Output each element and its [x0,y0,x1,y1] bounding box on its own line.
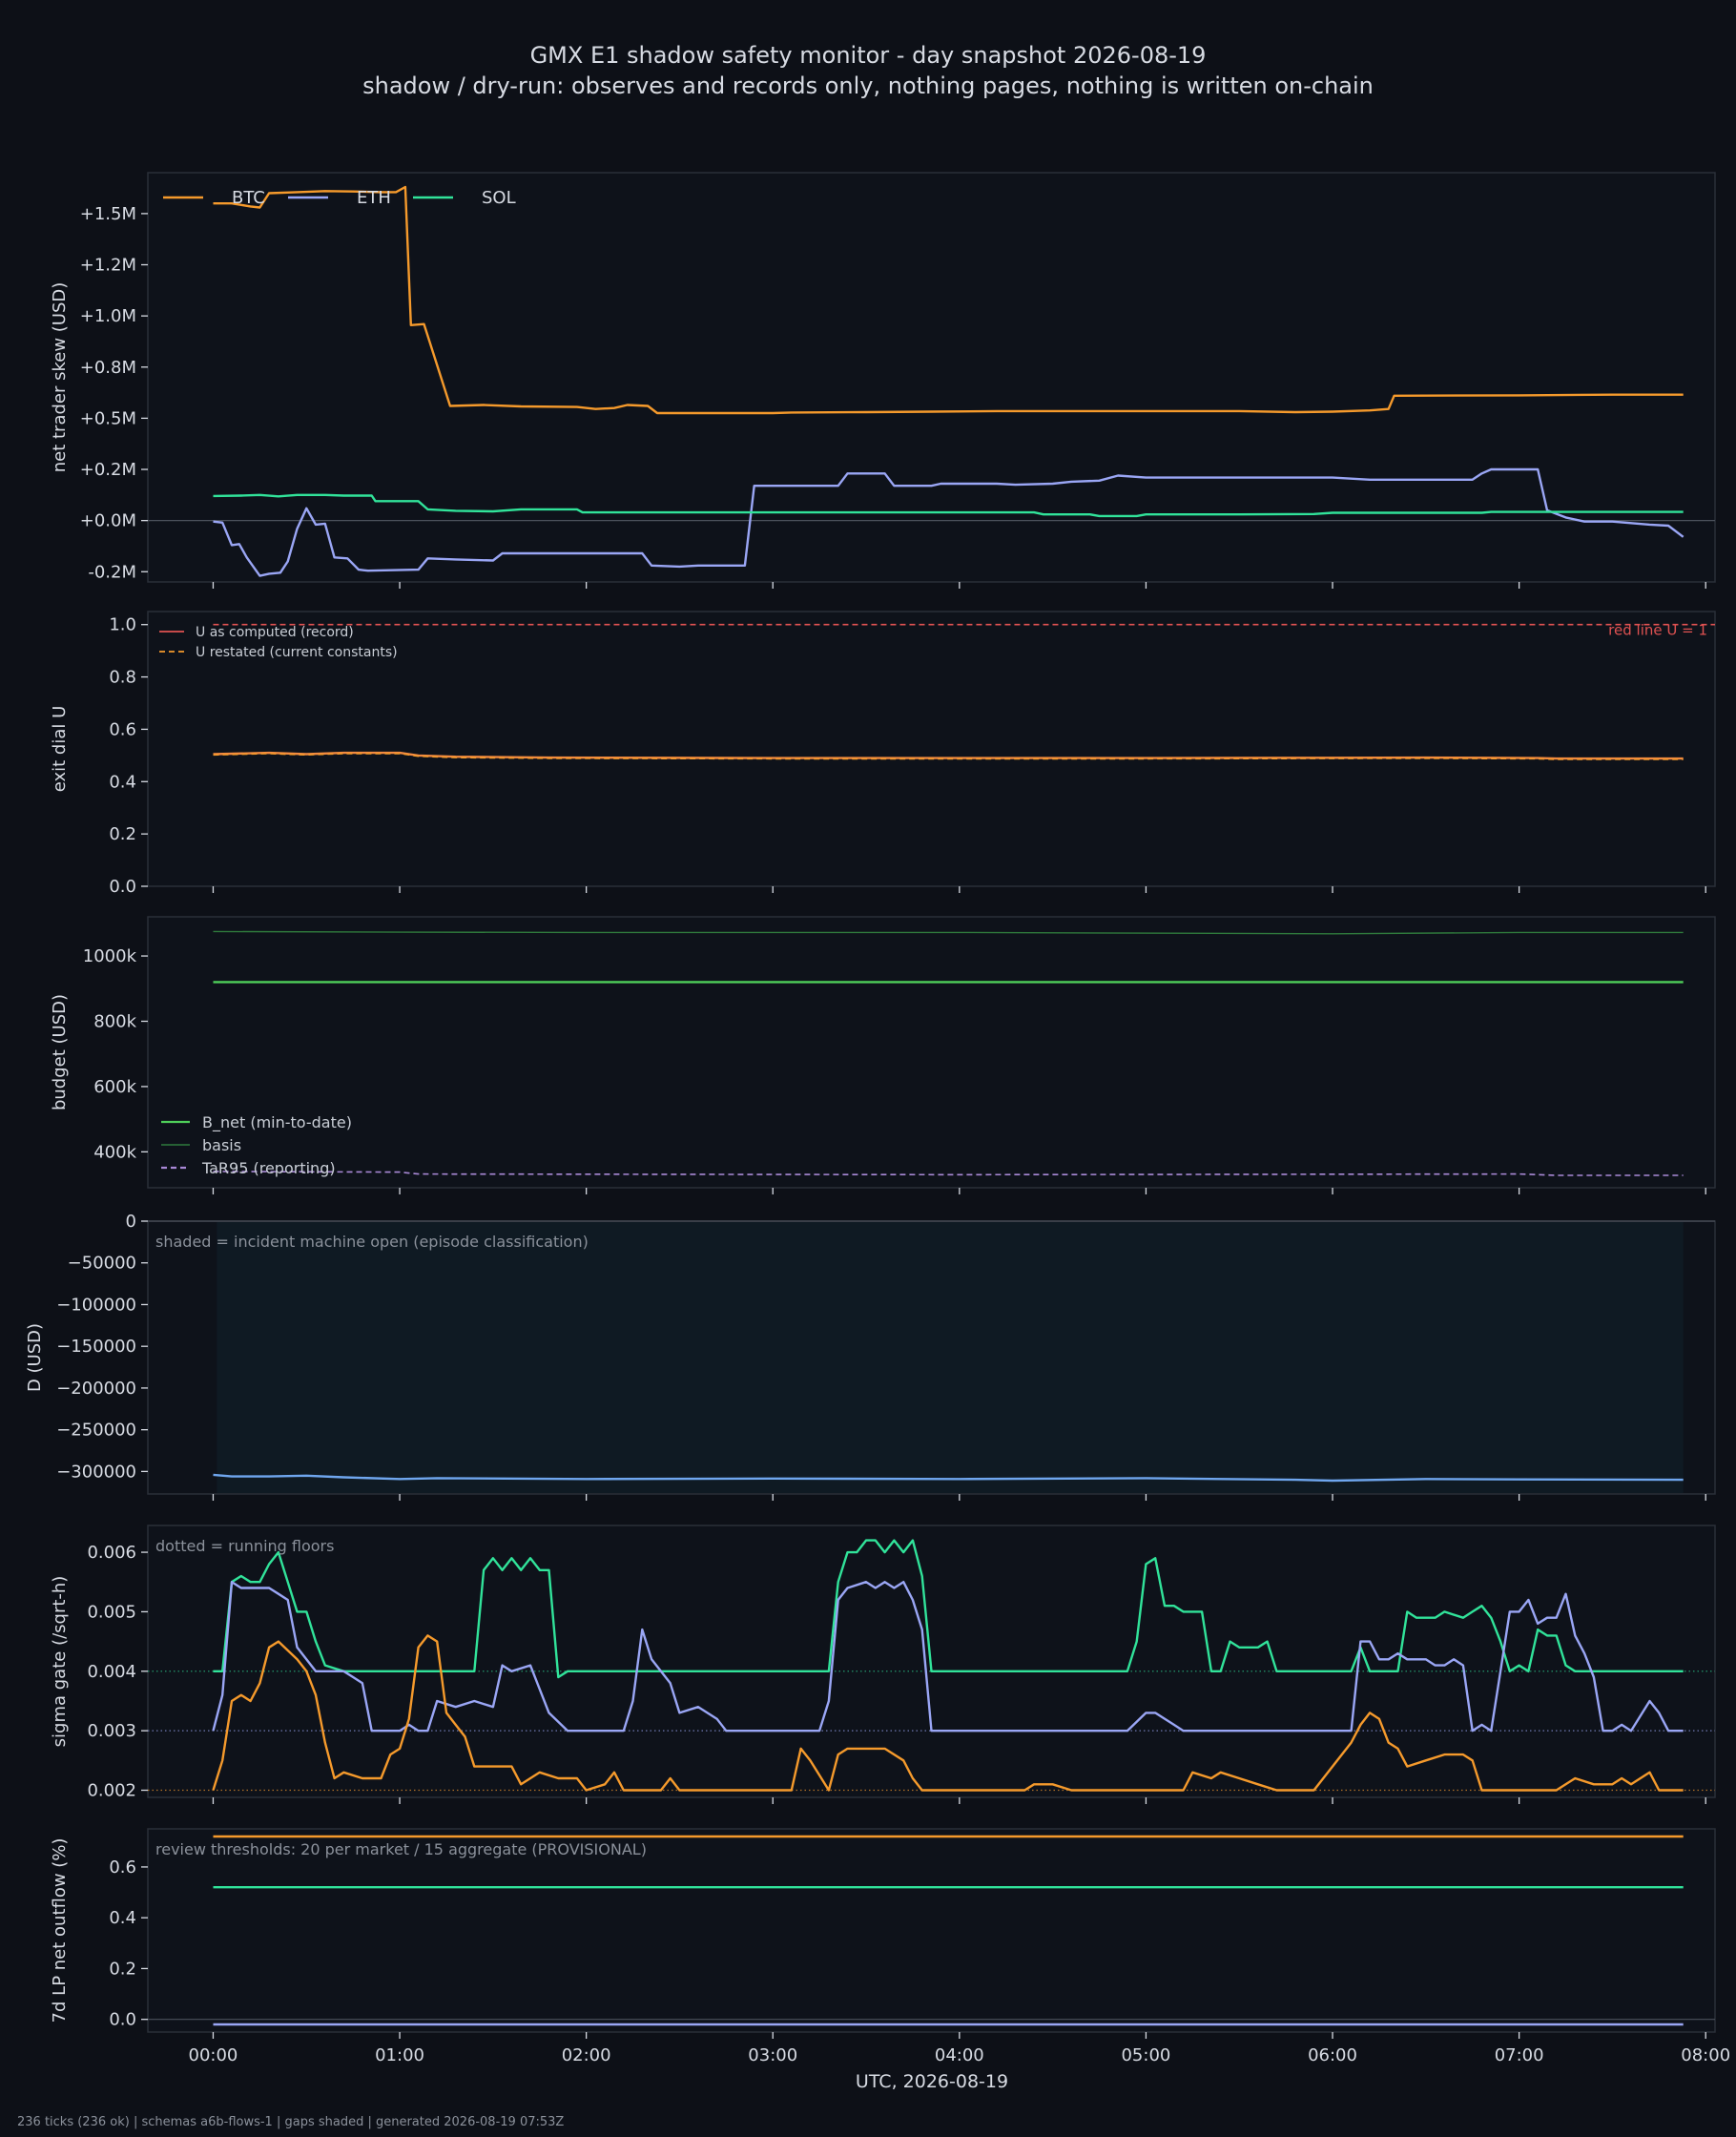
x-axis-label: UTC, 2026-08-19 [856,2071,1008,2092]
incident-shade [217,1222,1684,1493]
y-tick-label: +0.0M [80,511,136,531]
y-tick-label: 600k [93,1077,136,1097]
y-tick-label: 0.005 [87,1602,136,1622]
y-tick-label: −50000 [68,1254,136,1274]
y-axis-label: sigma gate (/sqrt-h) [50,1576,70,1748]
x-tick-label: 00:00 [189,2045,238,2065]
series-line-u-restated-current-constants- [213,753,1684,760]
panel-annotation: review thresholds: 20 per market / 15 ag… [155,1840,647,1858]
x-tick-label: 03:00 [748,2045,797,2065]
y-tick-label: +1.5M [80,204,136,224]
y-tick-label: 0.004 [87,1662,136,1682]
x-tick-label: 02:00 [562,2045,611,2065]
y-tick-label: 800k [93,1011,136,1031]
series-line-tar95-reporting- [213,1171,1684,1176]
legend-label: TaR95 (reporting) [201,1159,336,1177]
y-tick-label: 0.0 [109,2010,136,2030]
y-tick-label: +0.5M [80,408,136,428]
y-tick-label: −150000 [56,1337,136,1357]
y-tick-label: +1.0M [80,306,136,326]
panel-skew: +1.5M +1.2M +1.0M +0.8M +0.5M +0.2M +0.0M -0.2M… [50,172,1716,589]
y-tick-label: +0.8M [80,358,136,378]
y-tick-label: 1.0 [109,615,136,635]
y-tick-label: 0.4 [109,772,136,792]
y-tick-label: −300000 [56,1462,136,1482]
legend-label: ETH [357,188,391,208]
figure-subtitle: shadow / dry-run: observes and records o… [362,73,1374,99]
series-line-d [213,1473,1684,1483]
panels: +1.5M +1.2M +1.0M +0.8M +0.5M +0.2M +0.0M -0.2M… [25,172,1730,2065]
x-tick-label: 06:00 [1308,2045,1357,2065]
x-tick-label: 04:00 [935,2045,984,2065]
plot-area [147,1828,1716,2033]
panel-exit_dial: 0.0 0.2 0.4 0.6 0.8 1.0 exit dial U red line U … [50,611,1716,897]
footer-status: 236 ticks (236 ok) | schemas a6b-flows-1… [17,2115,564,2129]
y-tick-label: 0.003 [87,1721,136,1741]
panel-annotation: shaded = incident machine open (episode … [155,1233,589,1251]
y-tick-label: 0.2 [109,1959,136,1979]
y-axis-label: budget (USD) [50,994,70,1110]
y-tick-label: 0.4 [109,1908,136,1928]
x-tick-label: 07:00 [1495,2045,1544,2065]
x-tick-label: 08:00 [1681,2045,1730,2065]
legend-label: BTC [232,188,265,208]
y-axis-label: 7d LP net outflow (%) [50,1838,70,2023]
x-tick-label: 05:00 [1121,2045,1170,2065]
y-tick-label: +1.2M [80,256,136,276]
legend-label: U as computed (record) [196,625,354,640]
series-line-btc [212,1634,1684,1792]
y-tick-label: 0 [126,1212,136,1232]
y-tick-label: 0.6 [109,719,136,739]
series-line-eth [212,1581,1684,1732]
y-tick-label: −200000 [56,1379,136,1399]
plot-area [147,916,1716,1189]
y-tick-label: +0.2M [80,460,136,480]
panel-budget: 400k 600k 800k 1000k budget (USD) B_net (min-… [50,916,1716,1194]
y-tick-label: 0.6 [109,1857,136,1878]
series-line-btc [213,185,1684,415]
figure-title: GMX E1 shadow safety monitor - day snaps… [530,42,1207,69]
y-tick-label: 0.8 [109,668,136,688]
y-tick-label: 0.002 [87,1781,136,1801]
y-tick-label: -0.2M [88,562,136,582]
y-tick-label: −100000 [56,1295,136,1315]
x-tick-label: 01:00 [375,2045,424,2065]
y-axis-label: exit dial U [50,706,70,793]
series-line-basis [213,930,1684,935]
y-tick-label: 1000k [83,946,137,966]
y-tick-label: 0.0 [109,877,136,897]
y-tick-label: −250000 [56,1421,136,1441]
series-line-sol [213,1539,1684,1679]
legend-label: U restated (current constants) [196,645,398,660]
series-line-eth [213,467,1684,577]
panel-lp_outflow: 0.0 0.2 0.4 0.6 00:00 01:00 02:00 03:00 04:00 05:… [50,1828,1730,2065]
y-axis-label: net trader skew (USD) [50,282,70,473]
panel-sigma: 0.002 0.003 0.004 0.005 0.006 sigma gate (/sq… [50,1525,1716,1804]
legend-label: basis [202,1136,241,1154]
legend-label: B_net (min-to-date) [202,1113,352,1132]
plot-area [147,611,1716,887]
panel-drawdown: 0 −50000 −100000 −150000 −200000 −250000 −3000… [25,1212,1716,1501]
redline-annotation: red line U = 1 [1608,622,1707,639]
series-line-sol [213,493,1684,518]
y-tick-label: 400k [93,1142,136,1162]
y-tick-label: 0.2 [109,824,136,844]
legend-label: SOL [482,188,516,208]
y-axis-label: D (USD) [25,1323,45,1392]
y-tick-label: 0.006 [87,1543,136,1563]
panel-annotation: dotted = running floors [155,1537,334,1555]
